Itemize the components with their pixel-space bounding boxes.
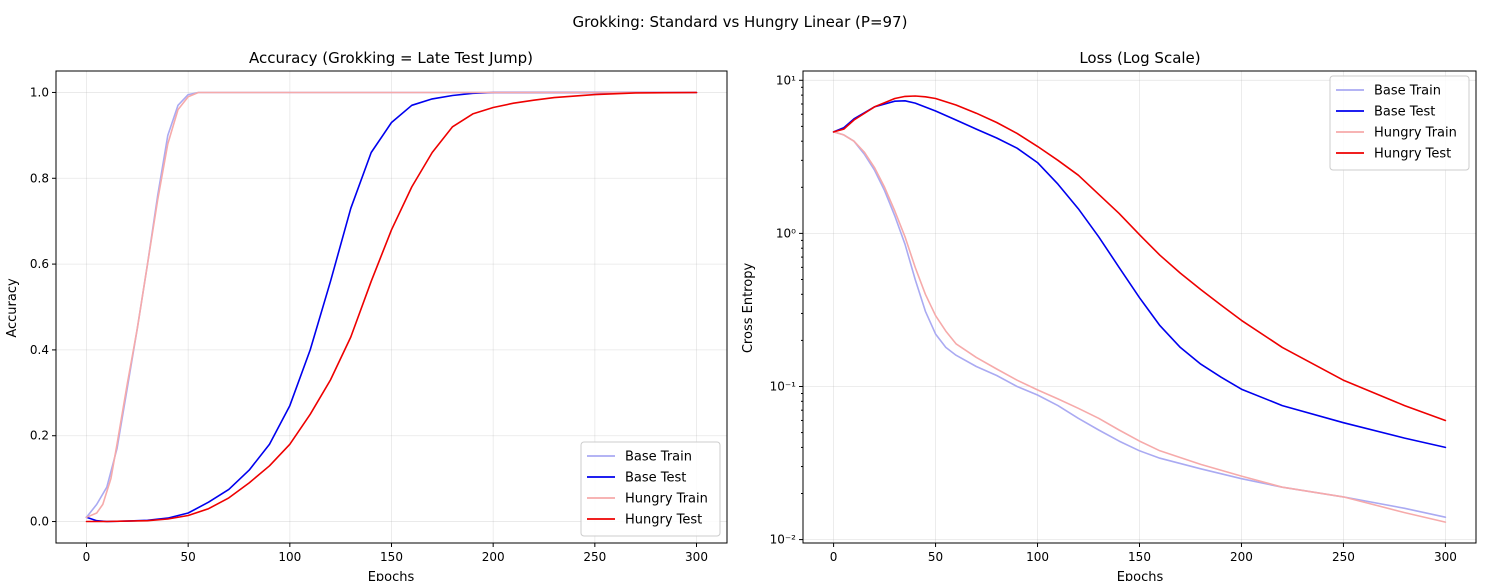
loss-base-test-line xyxy=(832,100,1447,449)
loss-legend-label-hungry-test: Hungry Test xyxy=(1374,147,1451,162)
loss-y-tick-label: 10¹ xyxy=(776,73,796,87)
accuracy-x-tick-label: 200 xyxy=(482,550,505,564)
accuracy-y-tick-label: 0.6 xyxy=(30,257,49,271)
loss-y-tick-label: 10⁰ xyxy=(776,226,796,240)
loss-x-tick-label: 150 xyxy=(1128,550,1151,564)
accuracy-chart: Accuracy (Grokking = Late Test Jump) Epo… xyxy=(5,49,728,581)
accuracy-x-tick-label: 50 xyxy=(181,550,196,564)
accuracy-hungry-test-line xyxy=(85,91,698,523)
loss-legend-box xyxy=(1329,75,1470,171)
accuracy-plot-frame xyxy=(55,70,728,544)
loss-series-group xyxy=(832,95,1447,523)
accuracy-x-tick-label: 150 xyxy=(380,550,403,564)
accuracy-x-axis-label: Epochs xyxy=(368,570,415,581)
loss-base-train-line xyxy=(832,131,1447,519)
loss-chart-title: Loss (Log Scale) xyxy=(1079,49,1200,67)
figure-suptitle: Grokking: Standard vs Hungry Linear (P=9… xyxy=(573,13,908,31)
accuracy-legend-box xyxy=(580,441,721,537)
loss-chart: Loss (Log Scale) Epochs Cross Entropy 0 5… xyxy=(741,49,1477,581)
accuracy-y-tick-label: 0.2 xyxy=(30,429,49,443)
accuracy-legend-label-hungry-test: Hungry Test xyxy=(625,513,702,528)
accuracy-x-tick-label: 250 xyxy=(583,550,606,564)
loss-legend-label-base-test: Base Test xyxy=(1374,105,1435,120)
accuracy-y-axis-label: Accuracy xyxy=(5,278,20,338)
accuracy-y-tick-label: 0.8 xyxy=(30,171,49,185)
loss-y-tick-label: 10⁻¹ xyxy=(770,379,797,393)
loss-hungry-train-line xyxy=(832,131,1447,523)
accuracy-x-tick-label: 100 xyxy=(278,550,301,564)
loss-hungry-test-line xyxy=(832,95,1447,422)
accuracy-legend-label-base-train: Base Train xyxy=(625,450,692,465)
accuracy-y-tick-label: 0.4 xyxy=(30,343,49,357)
accuracy-y-tick-label: 1.0 xyxy=(30,85,49,99)
accuracy-legend-label-base-test: Base Test xyxy=(625,471,686,486)
accuracy-chart-title: Accuracy (Grokking = Late Test Jump) xyxy=(249,49,533,67)
accuracy-legend: Base Train Base Test Hungry Train Hungry Te… xyxy=(580,441,721,537)
loss-x-tick-label: 0 xyxy=(830,550,838,564)
loss-x-tick-label: 100 xyxy=(1026,550,1049,564)
loss-legend-label-base-train: Base Train xyxy=(1374,84,1441,99)
accuracy-x-tick-label: 0 xyxy=(83,550,91,564)
accuracy-hungry-train-line xyxy=(85,91,698,519)
loss-x-tick-label: 250 xyxy=(1332,550,1355,564)
loss-x-tick-label: 200 xyxy=(1230,550,1253,564)
accuracy-x-tick-label: 300 xyxy=(685,550,708,564)
loss-y-axis-label: Cross Entropy xyxy=(741,263,756,354)
loss-x-tick-label: 300 xyxy=(1434,550,1457,564)
loss-x-axis-label: Epochs xyxy=(1117,570,1164,581)
loss-plot-frame xyxy=(802,70,1477,544)
accuracy-y-tick-label: 0.0 xyxy=(30,515,49,529)
loss-x-tick-label: 50 xyxy=(928,550,943,564)
loss-y-tick-label: 10⁻² xyxy=(770,533,797,547)
loss-legend-label-hungry-train: Hungry Train xyxy=(1374,126,1457,141)
accuracy-legend-label-hungry-train: Hungry Train xyxy=(625,492,708,507)
loss-legend: Base Train Base Test Hungry Train Hungry Te… xyxy=(1329,75,1470,171)
loss-grid xyxy=(803,71,1476,543)
accuracy-series-group xyxy=(85,91,698,523)
